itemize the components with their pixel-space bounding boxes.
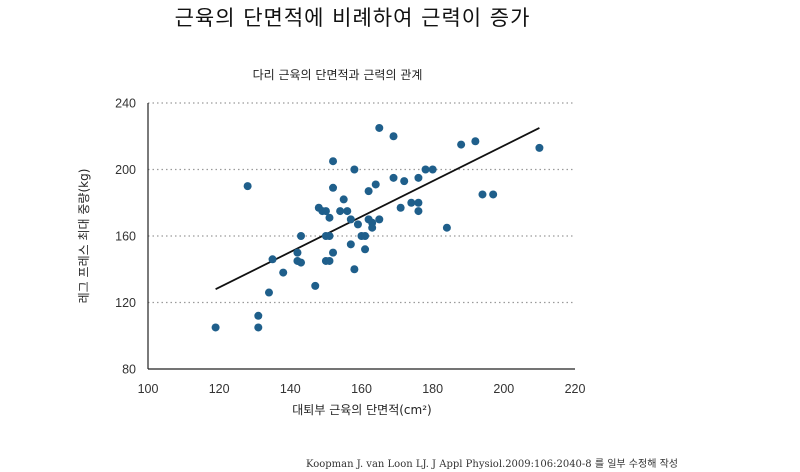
data-point — [368, 223, 377, 232]
x-tick-label: 220 — [565, 382, 586, 396]
data-point — [311, 281, 320, 290]
data-point — [297, 258, 306, 267]
data-point — [350, 265, 359, 274]
x-axis-label: 대퇴부 근육의 단면적(cm²) — [292, 403, 431, 417]
axes — [147, 103, 575, 370]
data-point — [535, 143, 544, 152]
data-point — [353, 220, 362, 229]
data-point — [264, 288, 273, 297]
data-point — [389, 173, 398, 182]
data-point — [325, 256, 334, 265]
data-point — [414, 173, 423, 182]
data-point — [375, 123, 384, 132]
y-axis-label: 레그 프레스 최대 중량(kg) — [77, 169, 91, 304]
source-citation: Koopman J. van Loon LJ. J Appl Physiol.2… — [306, 459, 678, 470]
data-point — [457, 140, 466, 149]
y-tick-label: 160 — [115, 230, 136, 244]
data-point — [396, 203, 405, 212]
data-point — [339, 195, 348, 204]
data-point — [371, 180, 380, 189]
data-point — [243, 182, 252, 191]
data-point — [293, 248, 302, 257]
data-point — [400, 177, 409, 186]
data-point — [346, 240, 355, 249]
page-title: 근육의 단면적에 비례하여 근력이 증가 — [174, 6, 531, 30]
y-tick-label: 80 — [122, 363, 136, 377]
data-point — [329, 157, 338, 166]
data-point — [428, 165, 437, 174]
data-point — [364, 187, 373, 196]
data-point — [329, 248, 338, 257]
x-tick-label: 140 — [280, 382, 301, 396]
gridlines — [148, 102, 575, 304]
trend-line-group — [215, 127, 540, 291]
data-point — [297, 232, 306, 240]
data-point — [336, 207, 345, 216]
data-point — [361, 245, 370, 254]
data-point — [254, 323, 263, 332]
y-tick-label: 120 — [115, 296, 136, 310]
x-tick-label: 100 — [138, 382, 159, 396]
data-point — [361, 232, 370, 240]
x-tick-label: 200 — [493, 382, 514, 396]
data-point — [478, 190, 487, 199]
data-point — [346, 215, 355, 224]
data-point — [268, 255, 277, 264]
data-points — [211, 123, 544, 332]
data-point — [414, 198, 423, 207]
data-point — [279, 268, 288, 277]
data-point — [254, 311, 263, 320]
y-tick-label: 240 — [115, 97, 136, 111]
data-point — [471, 137, 480, 146]
data-point — [329, 183, 338, 192]
data-point — [321, 207, 330, 216]
data-point — [389, 132, 398, 141]
data-point — [325, 213, 334, 222]
chart-title: 다리 근육의 단면적과 근력의 관계 — [252, 68, 423, 82]
data-point — [442, 223, 451, 232]
data-point — [350, 165, 359, 174]
data-point — [421, 165, 430, 174]
tick-labels: 80 120 160 200 240 100 120 140 160 180 200 220 — [115, 97, 585, 397]
data-point — [375, 215, 384, 224]
y-tick-label: 200 — [115, 163, 136, 177]
data-point — [325, 232, 334, 240]
data-point — [343, 207, 352, 216]
data-point — [407, 198, 416, 207]
x-tick-label: 160 — [351, 382, 372, 396]
data-point — [211, 323, 220, 332]
x-tick-label: 120 — [209, 382, 230, 396]
data-point — [414, 207, 423, 216]
data-point — [489, 190, 498, 199]
trend-line — [215, 127, 540, 291]
x-tick-label: 180 — [422, 382, 443, 396]
